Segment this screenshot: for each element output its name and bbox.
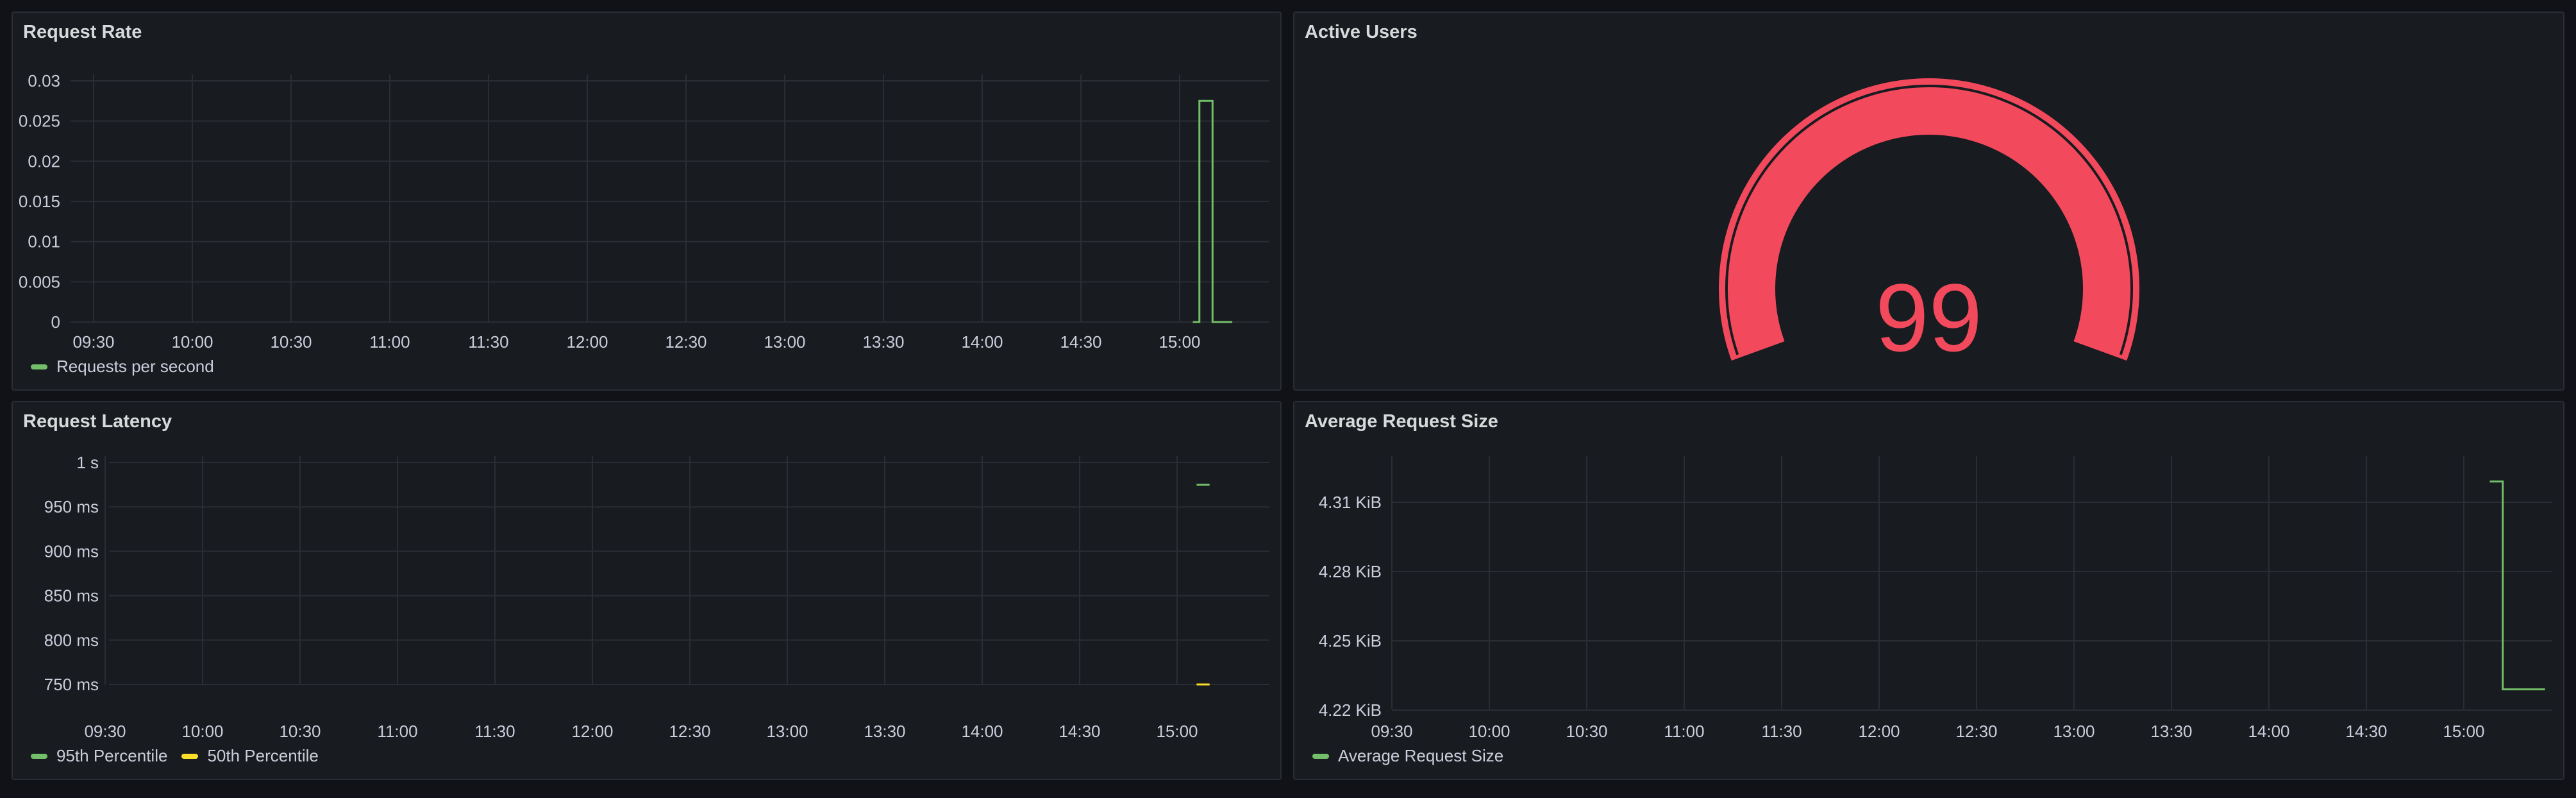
x-tick-label: 13:00 bbox=[764, 332, 805, 352]
legend-item[interactable]: 95th Percentile bbox=[31, 746, 167, 766]
x-tick-label: 12:00 bbox=[1858, 722, 1900, 741]
active-users-panel[interactable]: Active Users 99 bbox=[1293, 12, 2564, 391]
x-tick-label: 15:00 bbox=[1158, 332, 1200, 352]
avg-request-size-chart: 4.31 KiB 4.28 KiB 4.25 KiB 4.22 KiB 09:30 10:… bbox=[1319, 456, 2552, 741]
x-tick-label: 13:00 bbox=[2053, 722, 2095, 741]
x-tick-label: 11:30 bbox=[468, 332, 508, 352]
x-tick-label: 12:30 bbox=[665, 332, 707, 352]
request-latency-chart: 1 s 950 ms 900 ms 850 ms 800 ms 750 ms 09:30 10… bbox=[44, 453, 1269, 741]
y-tick-label: 0.015 bbox=[19, 192, 60, 211]
y-tick-label: 0.005 bbox=[19, 272, 60, 291]
x-tick-label: 14:30 bbox=[1060, 332, 1101, 352]
x-tick-label: 14:30 bbox=[1058, 722, 1100, 741]
x-tick-label: 13:30 bbox=[2150, 722, 2192, 741]
x-tick-label: 10:30 bbox=[1566, 722, 1607, 741]
x-tick-label: 12:30 bbox=[1955, 722, 1997, 741]
y-tick-label: 950 ms bbox=[44, 497, 99, 516]
x-tick-label: 13:30 bbox=[862, 332, 904, 352]
x-tick-label: 11:30 bbox=[474, 722, 515, 741]
chart-legend: Requests per second bbox=[31, 357, 228, 377]
request-latency-panel[interactable]: Request Latency 1 s 950 ms 900 ms 850 ms 800… bbox=[12, 401, 1282, 780]
chart-legend: 95th Percentile 50th Percentile bbox=[31, 746, 333, 766]
request-rate-chart: 0.03 0.025 0.02 0.015 0.01 0.005 0 09:30 10:00 10… bbox=[19, 71, 1269, 352]
legend-item[interactable]: 50th Percentile bbox=[181, 746, 319, 766]
panel-title[interactable]: Active Users bbox=[1305, 22, 1418, 42]
y-tick-label: 900 ms bbox=[44, 541, 99, 561]
y-tick-label: 750 ms bbox=[44, 675, 99, 694]
gauge-value: 99 bbox=[1875, 264, 1982, 371]
y-tick-label: 4.31 KiB bbox=[1319, 493, 1382, 512]
x-tick-label: 12:00 bbox=[566, 332, 608, 352]
legend-label: 50th Percentile bbox=[207, 746, 319, 765]
x-tick-label: 12:30 bbox=[669, 722, 710, 741]
y-tick-label: 800 ms bbox=[44, 631, 99, 650]
x-tick-label: 09:30 bbox=[1371, 722, 1412, 741]
x-tick-label: 13:00 bbox=[766, 722, 808, 741]
legend-item[interactable]: Requests per second bbox=[31, 357, 214, 377]
y-tick-label: 0.02 bbox=[28, 151, 60, 171]
panel-title[interactable]: Request Latency bbox=[23, 411, 172, 432]
x-tick-label: 09:30 bbox=[84, 722, 126, 741]
legend-item[interactable]: Average Request Size bbox=[1312, 746, 1503, 766]
x-tick-label: 11:00 bbox=[1664, 722, 1704, 741]
gauge-arc bbox=[1719, 78, 2139, 361]
x-tick-label: 10:30 bbox=[270, 332, 312, 352]
avg-request-size-panel[interactable]: Average Request Size 4.31 KiB 4.28 KiB 4.2… bbox=[1293, 401, 2564, 780]
legend-label: 95th Percentile bbox=[56, 746, 168, 765]
x-tick-label: 14:30 bbox=[2345, 722, 2387, 741]
legend-swatch bbox=[31, 364, 47, 369]
x-tick-label: 14:00 bbox=[2248, 722, 2289, 741]
y-tick-label: 0 bbox=[51, 312, 60, 332]
x-tick-label: 13:30 bbox=[864, 722, 905, 741]
x-tick-label: 10:00 bbox=[181, 722, 223, 741]
y-tick-label: 1 s bbox=[76, 453, 99, 472]
gauge-threshold-ring bbox=[1721, 81, 2137, 359]
x-tick-label: 14:00 bbox=[961, 722, 1003, 741]
x-tick-label: 11:30 bbox=[1761, 722, 1802, 741]
series-line bbox=[1192, 99, 1233, 323]
legend-swatch bbox=[181, 753, 199, 759]
y-tick-label: 0.025 bbox=[19, 112, 60, 131]
x-tick-label: 14:00 bbox=[961, 332, 1003, 352]
y-tick-label: 0.03 bbox=[28, 71, 60, 90]
y-tick-label: 0.01 bbox=[28, 232, 60, 251]
gauge-threshold-gap bbox=[1725, 84, 2133, 355]
panel-title[interactable]: Average Request Size bbox=[1305, 411, 1498, 432]
x-tick-label: 15:00 bbox=[2443, 722, 2484, 741]
x-tick-label: 11:00 bbox=[369, 332, 410, 352]
legend-swatch bbox=[1312, 753, 1329, 759]
y-tick-label: 850 ms bbox=[44, 586, 99, 606]
x-tick-label: 09:30 bbox=[72, 332, 114, 352]
series-line bbox=[2489, 480, 2545, 691]
y-tick-label: 4.28 KiB bbox=[1319, 562, 1382, 581]
y-tick-label: 4.22 KiB bbox=[1319, 700, 1382, 720]
x-tick-label: 12:00 bbox=[571, 722, 613, 741]
chart-legend: Average Request Size bbox=[1312, 746, 1518, 766]
legend-swatch bbox=[31, 753, 47, 759]
panel-title[interactable]: Request Rate bbox=[23, 22, 142, 42]
legend-label: Average Request Size bbox=[1338, 746, 1504, 765]
x-tick-label: 10:00 bbox=[171, 332, 213, 352]
x-tick-label: 10:00 bbox=[1468, 722, 1510, 741]
y-tick-label: 4.25 KiB bbox=[1319, 631, 1382, 650]
x-tick-label: 11:00 bbox=[377, 722, 417, 741]
x-tick-label: 10:30 bbox=[279, 722, 321, 741]
x-tick-label: 15:00 bbox=[1156, 722, 1198, 741]
legend-label: Requests per second bbox=[56, 357, 214, 376]
active-users-gauge bbox=[1719, 78, 2139, 361]
request-rate-panel[interactable]: Request Rate 0.03 0.025 0.02 0.015 0.01 0.005… bbox=[12, 12, 1282, 391]
